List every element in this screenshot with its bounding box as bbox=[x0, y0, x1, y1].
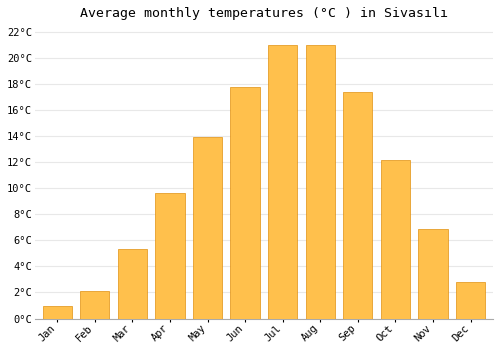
Bar bbox=[193, 138, 222, 318]
Bar bbox=[118, 250, 147, 318]
Title: Average monthly temperatures (°C ) in Sivasılı: Average monthly temperatures (°C ) in Si… bbox=[80, 7, 448, 20]
Bar bbox=[230, 86, 260, 318]
Bar bbox=[418, 229, 448, 318]
Bar bbox=[306, 45, 335, 318]
Bar bbox=[268, 45, 298, 318]
Bar bbox=[343, 92, 372, 318]
Bar bbox=[156, 194, 184, 318]
Bar bbox=[456, 282, 485, 318]
Bar bbox=[42, 306, 72, 318]
Bar bbox=[380, 160, 410, 318]
Bar bbox=[80, 291, 110, 318]
